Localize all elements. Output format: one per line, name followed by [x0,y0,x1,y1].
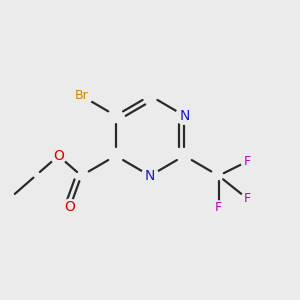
Circle shape [141,167,159,184]
Text: Br: Br [74,89,88,102]
Circle shape [241,155,253,168]
Text: F: F [215,201,222,214]
Circle shape [176,107,193,124]
Circle shape [50,148,67,164]
Circle shape [62,199,78,215]
Text: O: O [64,200,75,214]
Circle shape [70,85,92,106]
Text: O: O [53,149,64,163]
Circle shape [212,201,225,214]
Text: F: F [244,155,251,168]
Text: N: N [179,109,190,123]
Text: N: N [145,169,155,183]
Text: F: F [244,192,251,205]
Circle shape [241,192,253,205]
